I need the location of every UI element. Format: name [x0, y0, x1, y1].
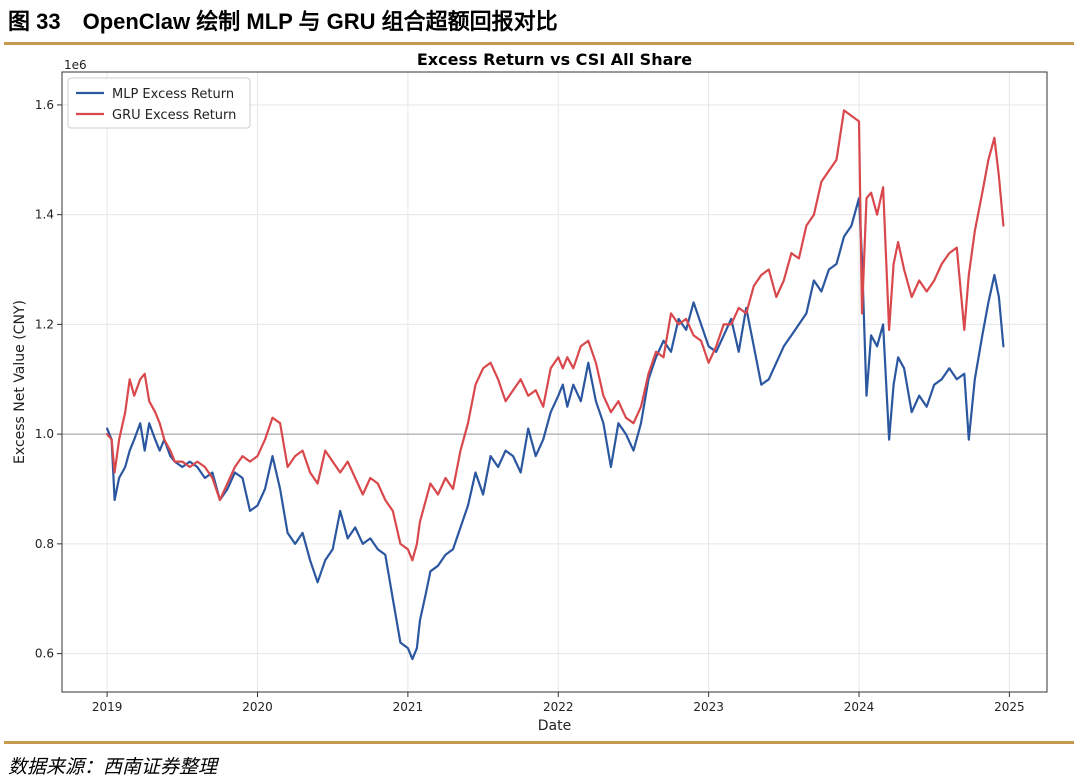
x-tick-label: 2024 [844, 700, 875, 714]
series-line-gru [105, 109, 1005, 562]
chart-title: Excess Return vs CSI All Share [417, 50, 692, 69]
x-tick-label: 2022 [543, 700, 574, 714]
y-tick-label: 0.8 [35, 537, 54, 551]
series-line-mlp [105, 197, 1005, 661]
top-divider [4, 42, 1074, 45]
plot-area-frame [61, 71, 1048, 693]
x-tick-label: 2021 [393, 700, 424, 714]
legend: MLP Excess Return GRU Excess Return [67, 77, 251, 129]
y-tick-label: 1.0 [35, 427, 54, 441]
x-tick-label: 2025 [994, 700, 1025, 714]
y-offset-label: 1e6 [64, 58, 87, 72]
figure-title: 图 33 OpenClaw 绘制 MLP 与 GRU 组合超额回报对比 [8, 9, 558, 34]
legend-box [67, 77, 251, 129]
tick-layer: 2019 2020 2021 2022 2023 2024 2025 0.6 0.8 1.0 1.2… [35, 98, 1025, 714]
x-tick-label: 2020 [242, 700, 273, 714]
grid-layer [62, 72, 1047, 692]
bottom-divider [4, 741, 1074, 744]
y-axis-label: Excess Net Value (CNY) [12, 300, 28, 464]
x-tick-label: 2023 [693, 700, 724, 714]
y-tick-label: 0.6 [35, 647, 54, 661]
legend-label-mlp: MLP Excess Return [112, 87, 234, 102]
y-tick-label: 1.6 [35, 98, 54, 112]
x-tick-label: 2019 [92, 700, 123, 714]
source-note: 数据来源：西南证券整理 [8, 756, 218, 778]
y-tick-label: 1.2 [35, 317, 54, 331]
legend-label-gru: GRU Excess Return [112, 108, 236, 123]
y-tick-label: 1.4 [35, 208, 54, 222]
series-layer [105, 109, 1005, 661]
x-axis-label: Date [538, 718, 571, 734]
